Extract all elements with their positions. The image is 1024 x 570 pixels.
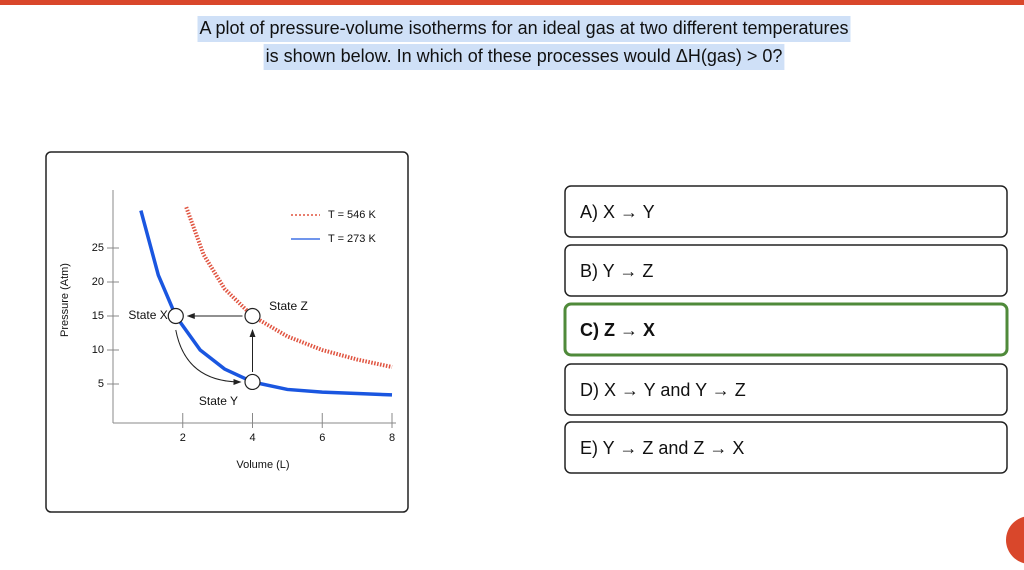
x-tick-label: 6 — [319, 432, 325, 444]
y-tick-label: 10 — [92, 344, 104, 356]
x-tick-label: 2 — [180, 432, 186, 444]
arrow — [175, 329, 242, 385]
option[interactable]: A) X → Y — [564, 185, 1008, 238]
top-bar — [0, 0, 1024, 5]
option-box[interactable] — [564, 244, 1008, 297]
option-label[interactable]: E) Y → Z and Z → X — [580, 438, 744, 458]
y-axis-label: Pressure (Atm) — [59, 263, 71, 337]
option[interactable]: D) X → Y and Y → Z — [564, 363, 1008, 416]
state-point — [244, 373, 261, 391]
state-label: State Y — [199, 394, 238, 408]
option-box[interactable] — [564, 421, 1008, 474]
corner-button[interactable] — [1006, 516, 1024, 564]
x-tick-label: 8 — [389, 432, 395, 444]
options: A) X → Y B) Y → Z C) Z → X D) X → Y and Y →… — [563, 185, 1009, 474]
option[interactable]: B) Y → Z — [564, 244, 1008, 297]
isotherm — [184, 206, 393, 369]
y-tick-label: 25 — [92, 242, 104, 254]
question-line: is shown below. In which of these proces… — [266, 46, 783, 66]
highlight — [263, 44, 785, 70]
option-box[interactable] — [564, 363, 1008, 416]
state-point — [167, 307, 184, 325]
option-label[interactable]: B) Y → Z — [580, 261, 653, 281]
y-tick-label: 5 — [98, 378, 104, 390]
option-box[interactable] — [563, 302, 1009, 357]
y-tick-label: 15 — [92, 310, 104, 322]
question: A plot of pressure-volume isotherms for … — [197, 16, 851, 70]
isotherm — [139, 210, 393, 397]
state-label: State X — [128, 308, 167, 322]
state-label: State Z — [269, 299, 308, 313]
legend-label: T = 273 K — [328, 233, 376, 245]
state-point — [244, 307, 261, 325]
x-tick-label: 4 — [249, 432, 255, 444]
legend-label: T = 546 K — [328, 209, 376, 221]
option-label[interactable]: D) X → Y and Y → Z — [580, 380, 746, 400]
option[interactable]: E) Y → Z and Z → X — [564, 421, 1008, 474]
y-tick-label: 20 — [92, 276, 104, 288]
option-label[interactable]: A) X → Y — [580, 202, 655, 222]
figure-frame — [45, 151, 409, 513]
option-box[interactable] — [564, 185, 1008, 238]
highlight — [197, 16, 851, 42]
option[interactable]: C) Z → X — [563, 302, 1009, 357]
figure: 5 10 15 20 25 2 4 6 8 Pressure (Atm) Volume (L) T =… — [59, 190, 396, 471]
option-label[interactable]: C) Z → X — [580, 320, 655, 340]
question-line: A plot of pressure-volume isotherms for … — [200, 18, 849, 38]
x-axis-label: Volume (L) — [236, 459, 289, 471]
